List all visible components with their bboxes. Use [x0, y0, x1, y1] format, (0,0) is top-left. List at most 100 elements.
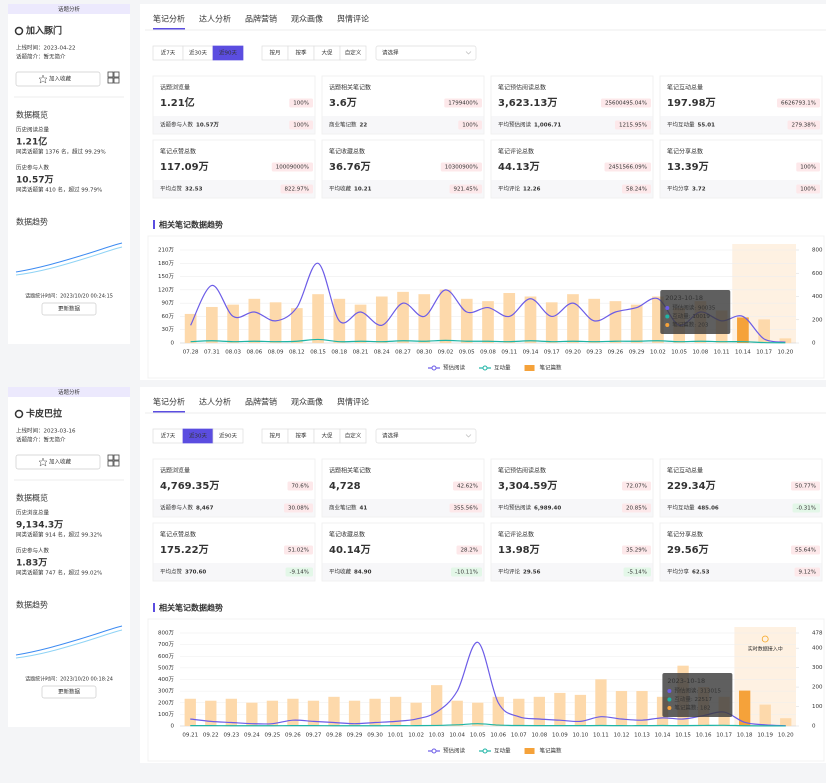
x-tick-label: 10.02: [650, 350, 666, 356]
metric-sub-value: 10.57万: [196, 122, 219, 129]
legend-label: 互动量: [494, 365, 511, 372]
x-tick-label: 07.31: [204, 350, 220, 356]
y2-tick-label: 478: [812, 631, 823, 637]
qr-icon: [107, 71, 114, 78]
metric-sub-bg: [660, 116, 822, 134]
metric-badge: 355.56%: [454, 506, 478, 512]
trend-title: 数据趋势: [16, 600, 48, 610]
range-button[interactable]: [339, 45, 367, 61]
y-tick-label: 90万: [162, 300, 175, 307]
tab: 达人分析: [199, 14, 231, 24]
y2-tick-label: 0: [812, 341, 816, 347]
y-tick-label: 210万: [158, 247, 174, 254]
period-button[interactable]: [212, 428, 244, 444]
x-tick-label: 10.07: [511, 733, 527, 739]
x-tick-label: 10.17: [756, 350, 772, 356]
metric-title: 笔记评论总数: [498, 531, 534, 539]
metric-badge: 9.12%: [799, 570, 816, 576]
sparkline: [15, 625, 123, 656]
range-label: 按月: [269, 432, 280, 440]
bar: [348, 700, 361, 726]
metric-badge-bg: [440, 162, 482, 172]
select[interactable]: [375, 45, 477, 61]
metric-sub-bg: [322, 499, 484, 517]
x-tick-label: 10.19: [757, 733, 773, 739]
x-tick-label: 10.18: [737, 733, 753, 739]
bar: [460, 298, 473, 343]
metric-sub-label: 平均评论: [498, 185, 521, 193]
follow-button[interactable]: [15, 454, 101, 470]
bar: [574, 694, 587, 726]
tooltip-dot: [667, 706, 672, 710]
metric-sub-bg: [153, 116, 315, 134]
bar: [739, 690, 751, 726]
bar: [451, 700, 463, 726]
metric-value: 3,623.13万: [498, 97, 557, 109]
bar: [410, 702, 422, 726]
bar: [397, 291, 409, 343]
metric-badge-bg: [453, 481, 482, 491]
topic-name: 卡皮巴拉: [26, 408, 62, 420]
metric-badge: 100%: [800, 165, 816, 171]
bar: [431, 685, 443, 726]
metric-badge: 20.85%: [626, 506, 647, 512]
period-label: 近90天: [219, 432, 237, 440]
x-tick-label: 09.21: [182, 733, 198, 739]
metric-sub-value: 8,467: [196, 506, 214, 512]
bar: [290, 308, 303, 343]
follow-button[interactable]: [15, 71, 101, 87]
metric-sub-value: 6,989.40: [534, 506, 561, 512]
metric-value: 175.22万: [160, 544, 209, 556]
refresh-button[interactable]: [41, 685, 97, 699]
legend-label: 互动量: [494, 748, 511, 755]
metric-value: 44.13万: [498, 161, 540, 173]
x-tick-label: 09.27: [306, 733, 322, 739]
metric-badge: 51.02%: [288, 548, 309, 554]
y2-tick-label: 100: [812, 704, 823, 710]
sparkline: [15, 242, 123, 273]
x-tick-label: 10.06: [490, 733, 506, 739]
refresh-button[interactable]: [41, 302, 97, 316]
chart-title-marker: [153, 603, 155, 612]
metric-title: 话题浏览量: [160, 467, 190, 475]
bar: [533, 696, 545, 726]
y-tick-label: 60万: [162, 313, 175, 320]
tab: 舆情评论: [337, 14, 369, 24]
metric-badge-bg: [794, 567, 820, 577]
metric-sub-bg: [491, 116, 653, 134]
stat-label: 历史浏览总量: [16, 509, 50, 517]
metric-title: 笔记收藏总数: [329, 531, 365, 539]
period-button[interactable]: [212, 45, 244, 61]
x-tick-label: 09.11: [501, 350, 517, 356]
bar: [418, 294, 431, 343]
metric-sub-value: 12.26: [523, 187, 541, 193]
tab: 达人分析: [199, 397, 231, 407]
x-tick-label: 09.26: [608, 350, 624, 356]
star-icon: [38, 457, 48, 467]
metric-value: 117.09万: [160, 161, 209, 173]
stat-value: 10.57万: [16, 175, 53, 186]
metric-value: 29.56万: [667, 544, 709, 556]
metric-sub-bg: [153, 563, 315, 581]
select[interactable]: [375, 428, 477, 444]
x-tick-label: 08.18: [331, 350, 347, 356]
metric-badge-bg: [796, 162, 820, 172]
period-label: 近7天: [161, 49, 176, 57]
update-time: 话题统计时间：2023/10/20 00:24:15: [25, 293, 113, 300]
metric-sub-bg: [322, 563, 484, 581]
range-button[interactable]: [339, 428, 367, 444]
bar: [184, 698, 196, 726]
stat-value: 9,134.3万: [16, 520, 63, 531]
metric-badge: 28.2%: [461, 548, 478, 554]
metric-sub-label: 平均收藏: [329, 568, 352, 576]
metric-badge-bg: [289, 98, 313, 108]
metric-sub-value: 3.72: [692, 187, 706, 193]
metric-title: 话题相关笔记数: [329, 467, 371, 475]
line: [190, 723, 786, 727]
tab-underline: [153, 28, 185, 30]
x-tick-label: 10.16: [696, 733, 712, 739]
tooltip-dot: [665, 314, 670, 319]
metric-sub-label: 平均收藏: [329, 185, 352, 193]
tab: 笔记分析: [153, 14, 185, 24]
x-tick-label: 08.12: [289, 350, 305, 356]
